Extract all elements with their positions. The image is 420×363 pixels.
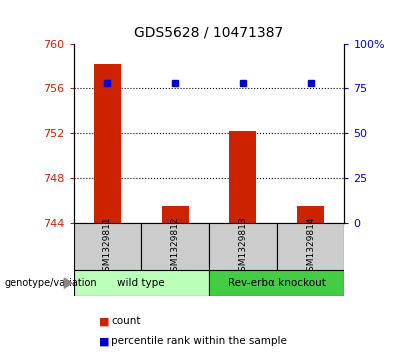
- Text: percentile rank within the sample: percentile rank within the sample: [111, 336, 287, 346]
- Bar: [297, 207, 324, 223]
- Text: GSM1329811: GSM1329811: [103, 216, 112, 277]
- Text: wild type: wild type: [118, 278, 165, 288]
- Bar: [229, 131, 256, 223]
- Bar: [141, 223, 209, 270]
- Bar: [277, 223, 344, 270]
- Text: GSM1329813: GSM1329813: [238, 216, 247, 277]
- Text: count: count: [111, 316, 141, 326]
- Bar: [209, 270, 344, 296]
- Text: ■: ■: [99, 316, 109, 326]
- Text: GSM1329814: GSM1329814: [306, 217, 315, 277]
- Text: ■: ■: [99, 336, 109, 346]
- Bar: [74, 270, 209, 296]
- Text: genotype/variation: genotype/variation: [4, 278, 97, 288]
- Bar: [209, 223, 277, 270]
- Text: GSM1329812: GSM1329812: [171, 217, 180, 277]
- Bar: [94, 64, 121, 223]
- Text: Rev-erbα knockout: Rev-erbα knockout: [228, 278, 326, 288]
- Title: GDS5628 / 10471387: GDS5628 / 10471387: [134, 26, 284, 40]
- Bar: [162, 207, 189, 223]
- Bar: [74, 223, 141, 270]
